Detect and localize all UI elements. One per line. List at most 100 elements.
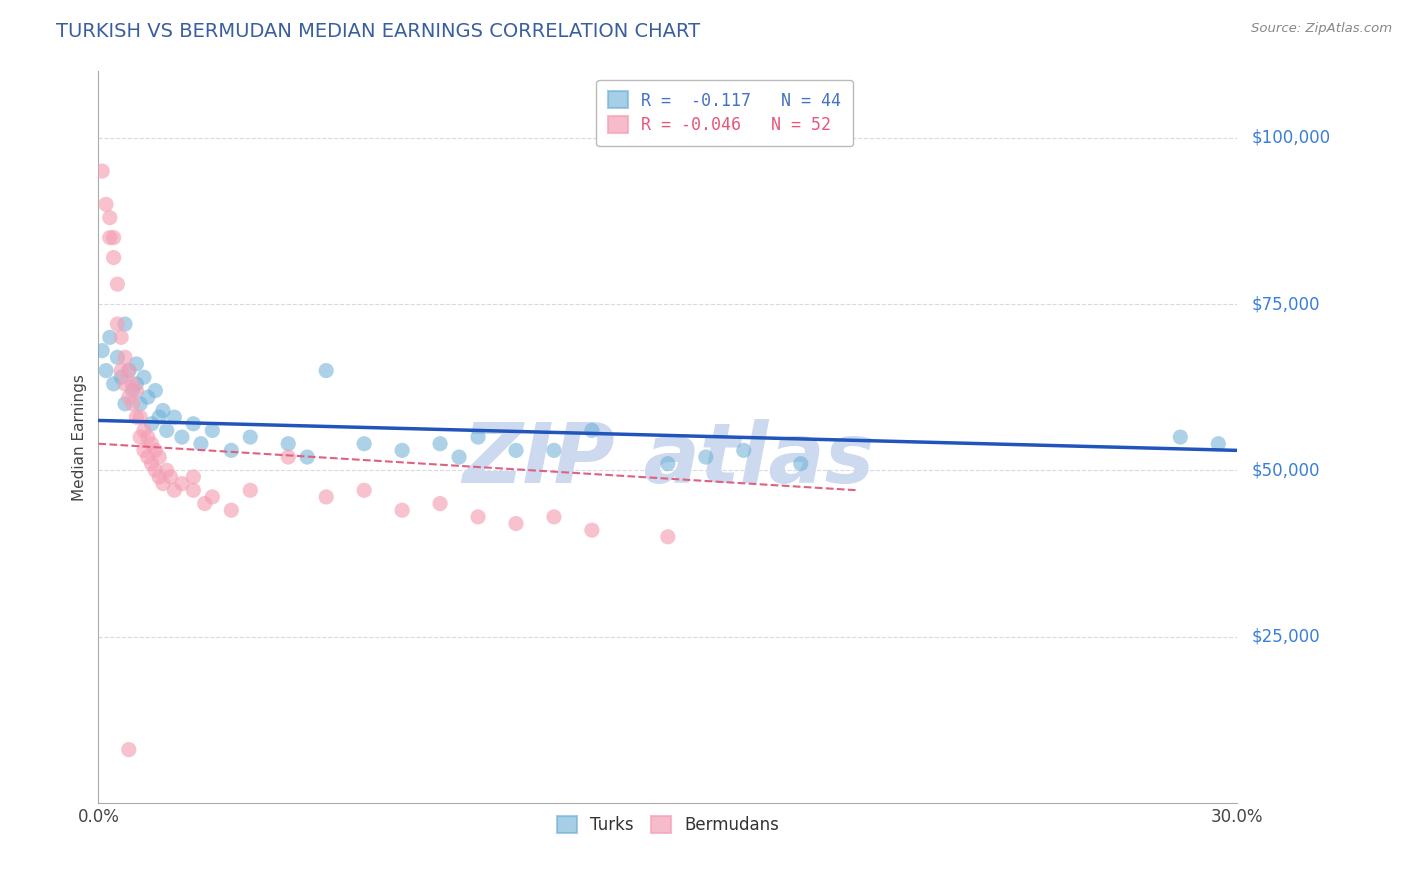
- Point: [129, 397, 152, 411]
- Point: [657, 530, 679, 544]
- Point: [136, 390, 159, 404]
- Point: [121, 376, 143, 391]
- Point: [145, 463, 167, 477]
- Point: [353, 436, 375, 450]
- Point: [91, 164, 114, 178]
- Point: [125, 384, 148, 398]
- Point: [391, 443, 413, 458]
- Point: [183, 417, 205, 431]
- Point: [201, 490, 224, 504]
- Point: [790, 457, 813, 471]
- Point: [543, 509, 565, 524]
- Point: [505, 443, 527, 458]
- Point: [118, 390, 141, 404]
- Point: [114, 351, 136, 365]
- Point: [118, 363, 141, 377]
- Point: [103, 376, 125, 391]
- Point: [156, 463, 179, 477]
- Point: [107, 277, 129, 292]
- Point: [114, 317, 136, 331]
- Point: [277, 436, 299, 450]
- Point: [114, 397, 136, 411]
- Point: [125, 376, 148, 391]
- Point: [91, 343, 114, 358]
- Point: [136, 450, 159, 464]
- Point: [183, 483, 205, 498]
- Point: [221, 503, 243, 517]
- Point: [141, 457, 163, 471]
- Point: [107, 317, 129, 331]
- Point: [110, 330, 132, 344]
- Point: [141, 417, 163, 431]
- Point: [170, 476, 193, 491]
- Point: [221, 443, 243, 458]
- Point: [159, 470, 181, 484]
- Point: [581, 523, 603, 537]
- Point: [391, 503, 413, 517]
- Point: [449, 450, 471, 464]
- Point: [132, 370, 155, 384]
- Point: [107, 351, 129, 365]
- Point: [132, 424, 155, 438]
- Point: [110, 370, 132, 384]
- Point: [103, 251, 125, 265]
- Point: [239, 430, 262, 444]
- Point: [190, 436, 212, 450]
- Legend: Turks, Bermudans: Turks, Bermudans: [546, 805, 790, 846]
- Point: [277, 450, 299, 464]
- Point: [103, 230, 125, 244]
- Text: $75,000: $75,000: [1251, 295, 1320, 313]
- Point: [170, 430, 193, 444]
- Text: $100,000: $100,000: [1251, 128, 1330, 147]
- Point: [118, 363, 141, 377]
- Point: [429, 436, 451, 450]
- Point: [118, 742, 141, 756]
- Point: [121, 384, 143, 398]
- Point: [148, 450, 170, 464]
- Point: [194, 497, 217, 511]
- Point: [695, 450, 717, 464]
- Text: $25,000: $25,000: [1251, 628, 1320, 646]
- Point: [297, 450, 319, 464]
- Point: [733, 443, 755, 458]
- Point: [239, 483, 262, 498]
- Point: [152, 476, 174, 491]
- Point: [125, 357, 148, 371]
- Point: [148, 470, 170, 484]
- Point: [163, 410, 186, 425]
- Point: [114, 376, 136, 391]
- Text: Source: ZipAtlas.com: Source: ZipAtlas.com: [1251, 22, 1392, 36]
- Point: [1208, 436, 1230, 450]
- Point: [141, 436, 163, 450]
- Point: [94, 363, 117, 377]
- Point: [543, 443, 565, 458]
- Point: [1170, 430, 1192, 444]
- Text: $50,000: $50,000: [1251, 461, 1320, 479]
- Point: [657, 457, 679, 471]
- Point: [129, 430, 152, 444]
- Point: [581, 424, 603, 438]
- Point: [145, 384, 167, 398]
- Point: [353, 483, 375, 498]
- Y-axis label: Median Earnings: Median Earnings: [72, 374, 87, 500]
- Point: [121, 397, 143, 411]
- Point: [98, 330, 121, 344]
- Point: [132, 443, 155, 458]
- Point: [429, 497, 451, 511]
- Point: [315, 363, 337, 377]
- Point: [467, 430, 489, 444]
- Point: [125, 410, 148, 425]
- Point: [152, 403, 174, 417]
- Point: [136, 430, 159, 444]
- Text: TURKISH VS BERMUDAN MEDIAN EARNINGS CORRELATION CHART: TURKISH VS BERMUDAN MEDIAN EARNINGS CORR…: [56, 22, 700, 41]
- Point: [94, 197, 117, 211]
- Point: [467, 509, 489, 524]
- Point: [98, 230, 121, 244]
- Point: [148, 410, 170, 425]
- Point: [183, 470, 205, 484]
- Point: [315, 490, 337, 504]
- Point: [156, 424, 179, 438]
- Point: [201, 424, 224, 438]
- Point: [110, 363, 132, 377]
- Point: [145, 443, 167, 458]
